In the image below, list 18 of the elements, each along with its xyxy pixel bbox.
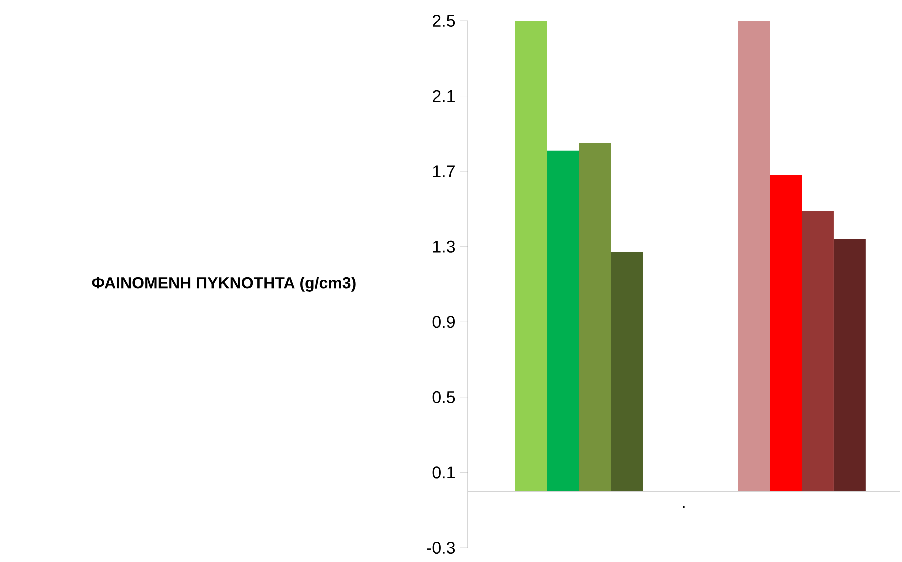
y-axis-title: ΦΑΙΝΟΜΕΝΗ ΠΥΚΝΟΤΗΤΑ (g/cm3) bbox=[92, 277, 356, 292]
bar bbox=[834, 239, 866, 492]
y-tick-label: 0.9 bbox=[432, 316, 456, 328]
y-tick-label: 1.7 bbox=[433, 166, 455, 178]
bar bbox=[579, 143, 612, 492]
bar bbox=[802, 211, 834, 492]
bar bbox=[738, 20, 770, 492]
y-tick-label: 1.3 bbox=[433, 240, 456, 253]
y-tick-label: 2.1 bbox=[433, 90, 455, 102]
bar bbox=[770, 175, 802, 492]
annotation: . bbox=[683, 506, 685, 508]
y-tick-label: 0.5 bbox=[432, 391, 456, 404]
y-tick-label: 0.1 bbox=[432, 466, 455, 479]
bar bbox=[515, 20, 548, 492]
y-tick-label: -0.3 bbox=[427, 542, 456, 554]
bar bbox=[611, 252, 644, 492]
y-tick-label: 2.5 bbox=[433, 14, 456, 28]
bar bbox=[547, 150, 580, 492]
